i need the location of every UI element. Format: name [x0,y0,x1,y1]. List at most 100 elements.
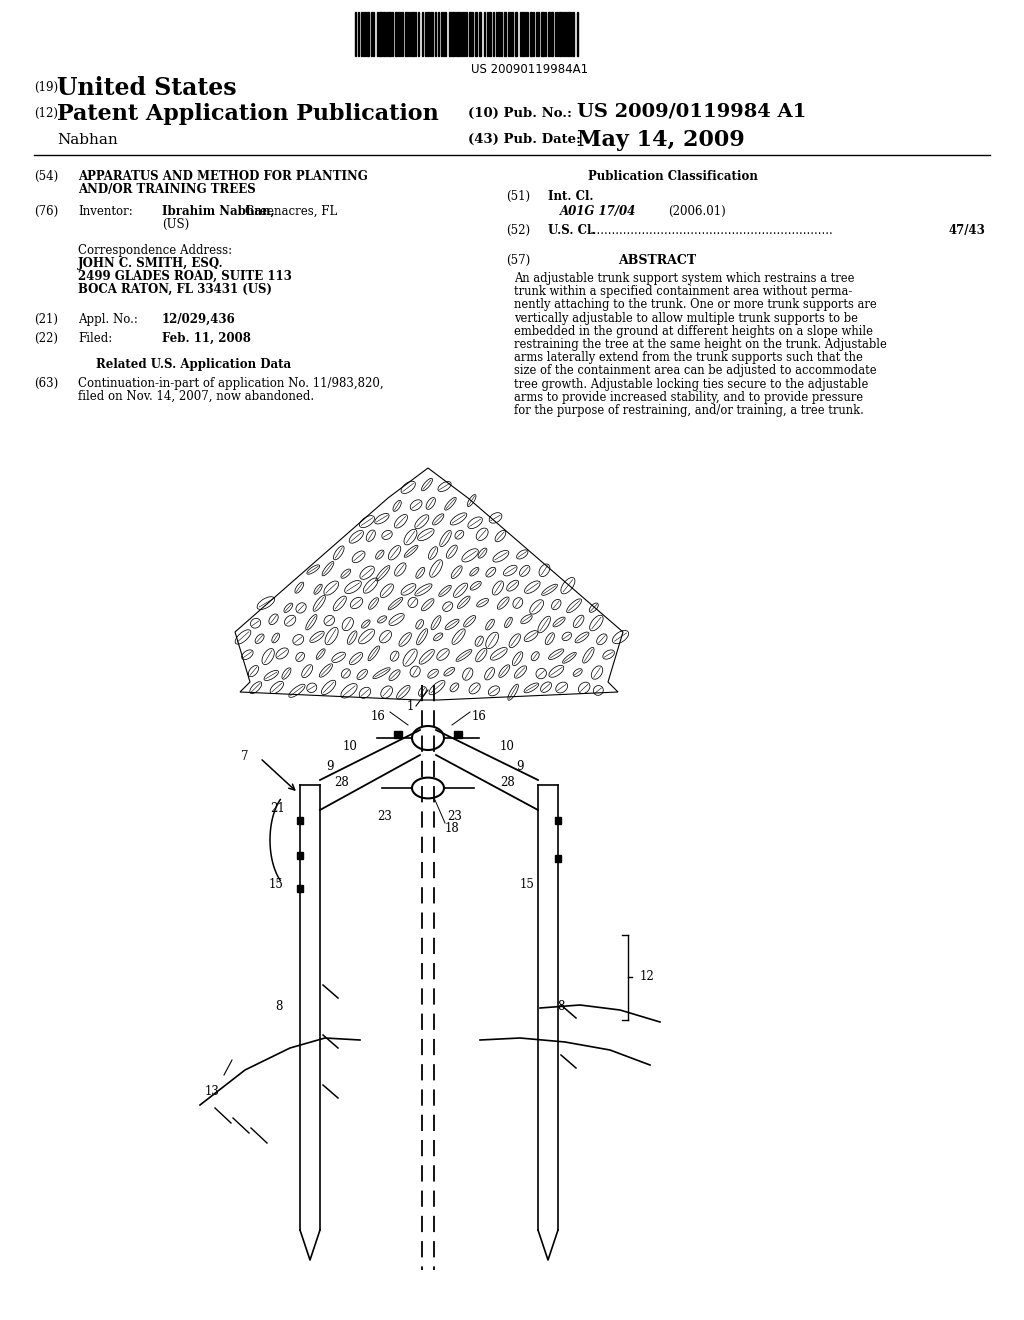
Text: 1: 1 [407,700,414,713]
Bar [449,12,451,55]
Bar [555,817,561,824]
Text: vertically adjustable to allow multiple trunk supports to be: vertically adjustable to allow multiple … [514,312,858,325]
Bar [297,884,303,892]
Text: embedded in the ground at different heights on a slope while: embedded in the ground at different heig… [514,325,873,338]
Bar [457,12,459,55]
Text: Continuation-in-part of application No. 11/983,820,: Continuation-in-part of application No. … [78,378,384,389]
Text: (52): (52) [506,224,530,238]
Text: (22): (22) [34,333,58,345]
Text: 47/43: 47/43 [948,224,985,238]
Text: 28: 28 [500,776,515,789]
Text: 23: 23 [377,810,392,822]
Bar [394,731,402,738]
Bar [297,817,303,824]
Text: trunk within a specified containment area without perma-: trunk within a specified containment are… [514,285,852,298]
Text: 7: 7 [241,750,248,763]
Text: JOHN C. SMITH, ESQ.: JOHN C. SMITH, ESQ. [78,257,223,271]
Text: 8: 8 [275,1001,283,1012]
Text: May 14, 2009: May 14, 2009 [577,129,744,150]
Text: United States: United States [57,77,237,100]
Text: Int. Cl.: Int. Cl. [548,190,594,203]
Text: AND/OR TRAINING TREES: AND/OR TRAINING TREES [78,183,256,195]
Bar [367,12,369,55]
Text: Inventor:: Inventor: [78,205,133,218]
Bar [489,12,490,55]
Text: US 2009/0119984 A1: US 2009/0119984 A1 [577,103,806,121]
Text: 10: 10 [343,741,358,752]
Bar [479,12,481,55]
Text: (76): (76) [34,205,58,218]
Text: 18: 18 [445,822,460,836]
Bar [475,12,477,55]
Text: Correspondence Address:: Correspondence Address: [78,244,232,257]
Text: ABSTRACT: ABSTRACT [618,253,696,267]
Polygon shape [234,469,623,700]
Text: An adjustable trunk support system which restrains a tree: An adjustable trunk support system which… [514,272,854,285]
Text: Feb. 11, 2008: Feb. 11, 2008 [162,333,251,345]
Bar [548,12,550,55]
Text: Publication Classification: Publication Classification [588,170,758,183]
Text: Patent Application Publication: Patent Application Publication [57,103,438,125]
Text: Nabhan: Nabhan [57,133,118,147]
Text: (10) Pub. No.:: (10) Pub. No.: [468,107,572,120]
Text: 9: 9 [327,760,334,774]
Text: 2499 GLADES ROAD, SUITE 113: 2499 GLADES ROAD, SUITE 113 [78,271,292,282]
Text: .................................................................: ........................................… [590,224,834,238]
Bar [454,731,462,738]
Text: (12): (12) [34,107,58,120]
Text: 15: 15 [520,878,535,891]
Text: 16: 16 [370,710,385,723]
Text: BOCA RATON, FL 33431 (US): BOCA RATON, FL 33431 (US) [78,282,272,296]
Bar [297,851,303,859]
Text: (51): (51) [506,190,530,203]
Text: nently attaching to the trunk. One or more trunk supports are: nently attaching to the trunk. One or mo… [514,298,877,312]
Text: 23: 23 [447,810,462,822]
Bar [383,12,385,55]
Text: 13: 13 [205,1085,220,1098]
Bar [412,12,414,55]
Text: restraining the tree at the same height on the trunk. Adjustable: restraining the tree at the same height … [514,338,887,351]
Text: arms to provide increased stability, and to provide pressure: arms to provide increased stability, and… [514,391,863,404]
Text: 8: 8 [557,1001,564,1012]
Text: (21): (21) [34,313,58,326]
Bar [530,12,532,55]
Bar [568,12,570,55]
Bar [406,12,407,55]
Text: 10: 10 [500,741,515,752]
Bar [395,12,397,55]
Bar [551,12,553,55]
Text: (43) Pub. Date:: (43) Pub. Date: [468,133,581,147]
Bar [541,12,544,55]
Bar [469,12,471,55]
Text: U.S. Cl.: U.S. Cl. [548,224,596,238]
Bar [388,12,391,55]
Text: 12/029,436: 12/029,436 [162,313,236,326]
Text: 28: 28 [334,776,349,789]
Text: A01G 17/04: A01G 17/04 [560,205,636,218]
Bar [559,12,561,55]
Text: Appl. No.:: Appl. No.: [78,313,138,326]
Text: for the purpose of restraining, and/or training, a tree trunk.: for the purpose of restraining, and/or t… [514,404,864,417]
Text: 15: 15 [268,878,283,891]
Bar [379,12,382,55]
Bar [504,12,506,55]
Text: Greenacres, FL: Greenacres, FL [245,205,337,218]
Bar [515,12,517,55]
Text: (2006.01): (2006.01) [668,205,726,218]
Bar [555,855,561,862]
Text: (19): (19) [34,81,58,94]
Text: size of the containment area can be adjusted to accommodate: size of the containment area can be adju… [514,364,877,378]
Text: arms laterally extend from the trunk supports such that the: arms laterally extend from the trunk sup… [514,351,863,364]
Bar [452,12,454,55]
Bar [498,12,500,55]
Text: filed on Nov. 14, 2007, now abandoned.: filed on Nov. 14, 2007, now abandoned. [78,389,314,403]
Text: (US): (US) [162,218,189,231]
Text: Filed:: Filed: [78,333,113,345]
Text: APPARATUS AND METHOD FOR PLANTING: APPARATUS AND METHOD FOR PLANTING [78,170,368,183]
Bar [427,12,429,55]
Text: 21: 21 [270,803,285,814]
Text: (57): (57) [506,253,530,267]
Text: 16: 16 [472,710,486,723]
Text: (63): (63) [34,378,58,389]
Text: 9: 9 [516,760,523,774]
